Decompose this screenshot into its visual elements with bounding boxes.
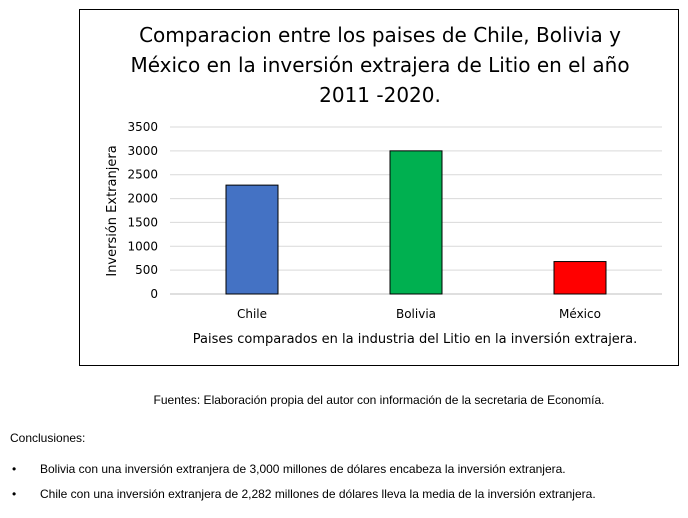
bullet-icon: • [12,462,17,476]
y-tick-label: 500 [135,263,158,277]
chart-title-line: Comparacion entre los paises de Chile, B… [139,23,621,47]
x-tick-label: Chile [237,307,267,321]
x-tick-label: México [559,307,601,321]
chart-title-line: México en la inversión extrajera de Liti… [130,53,629,77]
y-tick-label: 1500 [127,215,158,229]
bar-bolivia [389,150,443,295]
bar-chile [225,184,279,295]
bullet-icon: • [12,487,17,501]
conclusions-list: • Bolivia con una inversión extranjera d… [0,462,596,512]
y-tick-label: 3500 [127,120,158,134]
x-tick-label: Bolivia [396,307,436,321]
bar-chart: Comparacion entre los paises de Chile, B… [105,23,662,347]
y-tick-label: 0 [150,287,158,301]
x-axis-title: Paises comparados en la industria del Li… [193,332,638,347]
y-tick-label: 2500 [127,168,158,182]
list-item: • Chile con una inversión extranjera de … [0,487,596,512]
chart-frame [79,9,679,366]
conclusion-text: Chile con una inversión extranjera de 2,… [40,487,596,501]
bar-méxico [553,261,607,295]
y-tick-label: 2000 [127,192,158,206]
source-note: Fuentes: Elaboración propia del autor co… [153,393,605,407]
chart-title-line: 2011 -2020. [319,83,441,107]
y-tick-label: 3000 [127,144,158,158]
y-tick-label: 1000 [127,239,158,253]
list-item: • Bolivia con una inversión extranjera d… [0,462,596,487]
y-axis-title: Inversión Extranjera [105,145,120,276]
conclusions-heading: Conclusiones: [10,431,86,445]
conclusion-text: Bolivia con una inversión extranjera de … [40,462,566,476]
